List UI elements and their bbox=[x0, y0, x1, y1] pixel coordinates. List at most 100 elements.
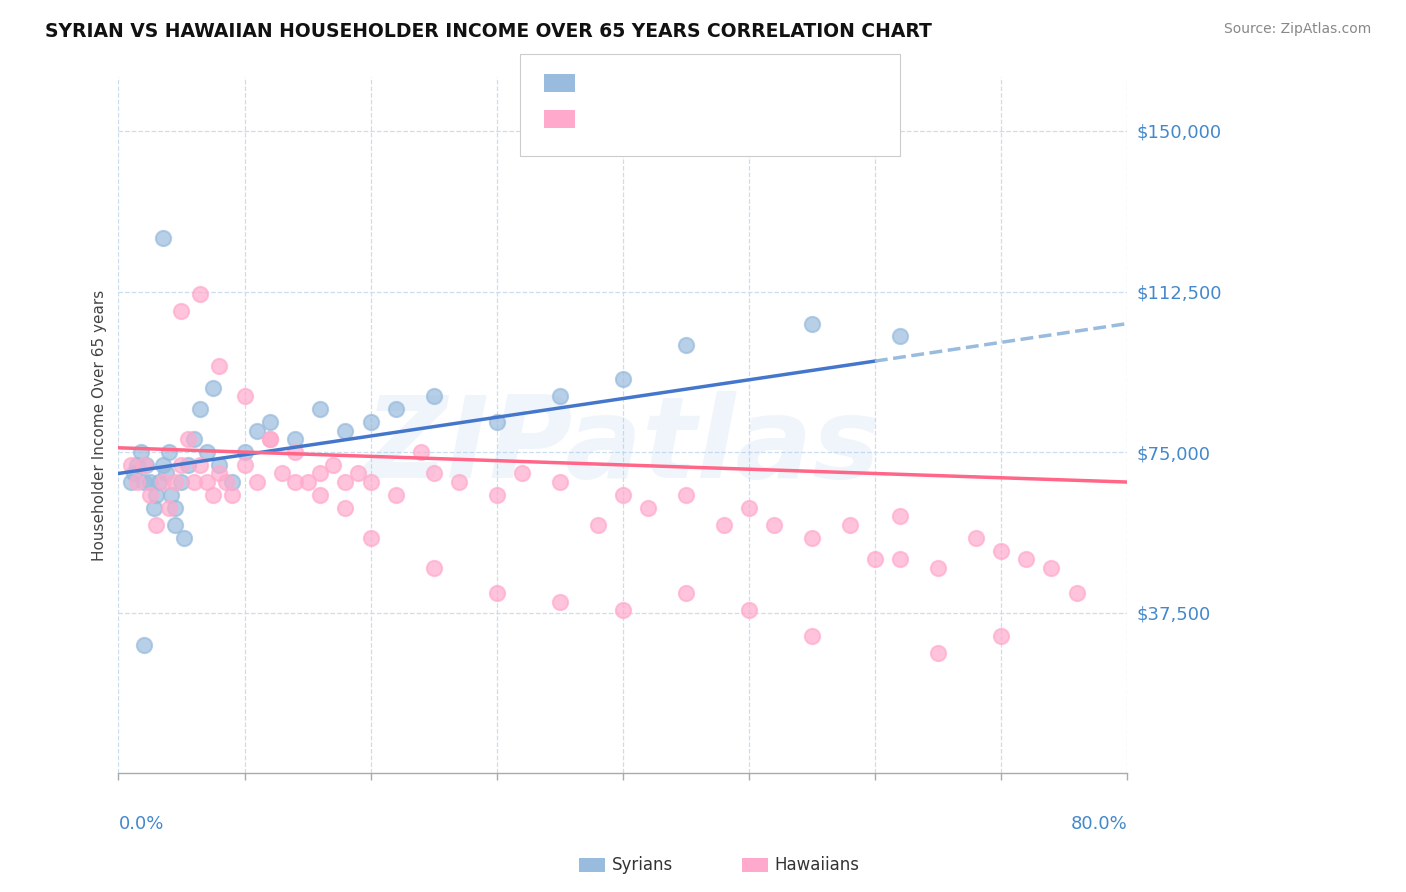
Point bbox=[360, 415, 382, 429]
Point bbox=[838, 517, 860, 532]
Point bbox=[132, 458, 155, 472]
Point bbox=[145, 517, 167, 532]
Point bbox=[145, 488, 167, 502]
Point bbox=[165, 475, 187, 489]
Point bbox=[122, 467, 145, 481]
Point bbox=[485, 415, 508, 429]
Point bbox=[422, 467, 444, 481]
Point bbox=[385, 488, 408, 502]
Point bbox=[990, 543, 1012, 558]
Point bbox=[335, 500, 357, 515]
Point bbox=[214, 475, 236, 489]
Point bbox=[165, 500, 187, 515]
Point bbox=[422, 560, 444, 574]
Point bbox=[132, 638, 155, 652]
Point bbox=[510, 467, 533, 481]
Point bbox=[127, 458, 149, 472]
Point bbox=[990, 629, 1012, 643]
Point bbox=[548, 389, 571, 403]
Point bbox=[139, 488, 162, 502]
Point bbox=[322, 458, 344, 472]
Point bbox=[259, 415, 281, 429]
Point bbox=[889, 552, 911, 566]
Point bbox=[183, 475, 205, 489]
Point bbox=[208, 359, 231, 374]
Point bbox=[335, 475, 357, 489]
Point bbox=[360, 475, 382, 489]
Text: 0.0%: 0.0% bbox=[118, 815, 165, 833]
Point bbox=[183, 432, 205, 446]
Point bbox=[208, 458, 231, 472]
Point bbox=[195, 475, 218, 489]
Point bbox=[170, 458, 193, 472]
Point bbox=[612, 488, 634, 502]
Point bbox=[139, 475, 162, 489]
Point bbox=[637, 500, 659, 515]
Point bbox=[165, 517, 187, 532]
Point bbox=[157, 445, 180, 459]
Point bbox=[170, 475, 193, 489]
Point bbox=[548, 475, 571, 489]
Point bbox=[152, 475, 174, 489]
Point bbox=[485, 586, 508, 600]
Text: R =  0.180: R = 0.180 bbox=[583, 74, 679, 92]
Point bbox=[965, 531, 987, 545]
Y-axis label: Householder Income Over 65 years: Householder Income Over 65 years bbox=[93, 290, 107, 561]
Point bbox=[132, 475, 155, 489]
Point bbox=[927, 560, 949, 574]
Point bbox=[485, 488, 508, 502]
Point bbox=[190, 458, 212, 472]
Point bbox=[233, 445, 256, 459]
Point bbox=[177, 432, 200, 446]
Text: Hawaiians: Hawaiians bbox=[775, 856, 859, 874]
Point bbox=[675, 338, 697, 352]
Point bbox=[246, 475, 269, 489]
Point bbox=[548, 595, 571, 609]
Text: SYRIAN VS HAWAIIAN HOUSEHOLDER INCOME OVER 65 YEARS CORRELATION CHART: SYRIAN VS HAWAIIAN HOUSEHOLDER INCOME OV… bbox=[45, 22, 932, 41]
Point bbox=[447, 475, 470, 489]
Point bbox=[763, 517, 786, 532]
Point bbox=[259, 432, 281, 446]
Point bbox=[195, 445, 218, 459]
Point bbox=[284, 475, 307, 489]
Point bbox=[233, 389, 256, 403]
Point bbox=[135, 458, 157, 472]
Point bbox=[1015, 552, 1038, 566]
Point bbox=[385, 402, 408, 417]
Point bbox=[309, 488, 332, 502]
Point bbox=[675, 586, 697, 600]
Point bbox=[1040, 560, 1063, 574]
Point bbox=[120, 458, 142, 472]
Text: R = -0.129: R = -0.129 bbox=[583, 110, 681, 128]
Point bbox=[863, 552, 886, 566]
Point bbox=[190, 286, 212, 301]
Point bbox=[586, 517, 609, 532]
Text: Syrians: Syrians bbox=[612, 856, 673, 874]
Point bbox=[120, 475, 142, 489]
Point bbox=[889, 329, 911, 343]
Text: N = 71: N = 71 bbox=[752, 110, 815, 128]
Point bbox=[271, 467, 294, 481]
Point bbox=[142, 500, 165, 515]
Point bbox=[800, 629, 823, 643]
Point bbox=[927, 646, 949, 660]
Point bbox=[177, 458, 200, 472]
Point bbox=[173, 531, 195, 545]
Point bbox=[360, 531, 382, 545]
Point bbox=[221, 475, 243, 489]
Point bbox=[201, 381, 224, 395]
Point bbox=[233, 458, 256, 472]
Point bbox=[1066, 586, 1088, 600]
Point bbox=[201, 488, 224, 502]
Point bbox=[284, 445, 307, 459]
Point bbox=[190, 402, 212, 417]
Point bbox=[612, 372, 634, 386]
Point bbox=[155, 467, 177, 481]
Point bbox=[347, 467, 370, 481]
Point bbox=[409, 445, 432, 459]
Point bbox=[309, 402, 332, 417]
Point bbox=[127, 475, 149, 489]
Point bbox=[309, 467, 332, 481]
Point bbox=[148, 475, 170, 489]
Point bbox=[221, 488, 243, 502]
